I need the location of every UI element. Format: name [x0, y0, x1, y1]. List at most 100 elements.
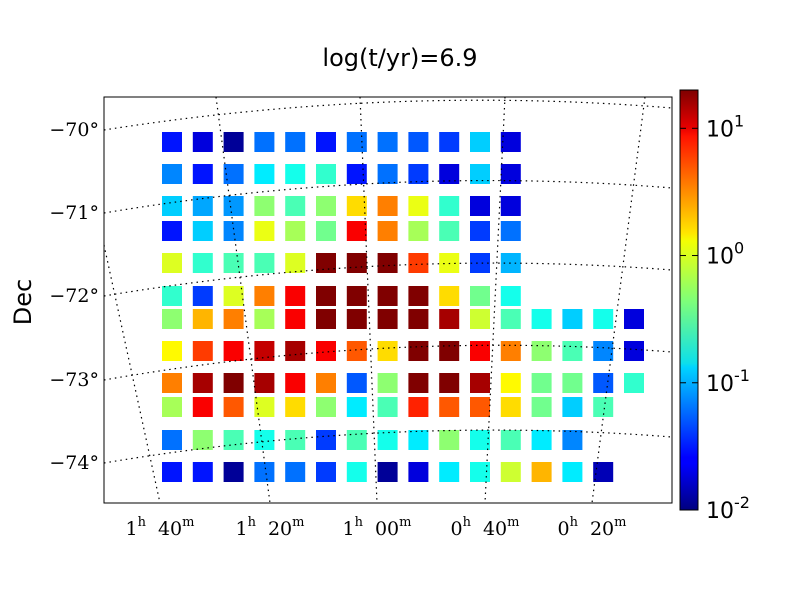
- heatmap-cell: [316, 373, 336, 393]
- heatmap-cell: [377, 430, 398, 450]
- ra-grid-line: [215, 96, 271, 504]
- heatmap-cell: [192, 196, 213, 216]
- dec-grid-line: [103, 99, 673, 131]
- colorbar-tick-label: 10-1: [706, 366, 750, 397]
- heatmap-cell: [531, 341, 552, 361]
- heatmap-cell: [285, 221, 306, 241]
- heatmap-cell: [223, 430, 244, 450]
- heatmap-cell: [470, 286, 490, 306]
- heatmap-cell: [285, 286, 306, 306]
- heatmap-cell: [223, 341, 244, 361]
- dec-grid-line: [103, 179, 673, 214]
- heatmap-cell: [500, 253, 521, 273]
- heatmap-cell: [192, 373, 213, 393]
- chart-title: log(t/yr)=6.9: [322, 44, 478, 72]
- heatmap-cell: [192, 286, 213, 306]
- heatmap-cell: [439, 286, 460, 306]
- heatmap-cell: [162, 462, 182, 482]
- heatmap-cell: [470, 253, 490, 273]
- heatmap-cell: [377, 341, 398, 361]
- heatmap-cell: [192, 309, 213, 329]
- heatmap-cell: [500, 397, 521, 417]
- heatmap-cell: [254, 373, 275, 393]
- heatmap-cell: [223, 373, 244, 393]
- heatmap-cell: [254, 132, 275, 152]
- heatmap-cell: [254, 462, 275, 482]
- heatmap-cell: [470, 373, 490, 393]
- heatmap-cell: [346, 164, 367, 184]
- heatmap-cell: [223, 309, 244, 329]
- heatmap-cell: [192, 253, 213, 273]
- heatmap-cell: [162, 132, 182, 152]
- heatmap-cell: [192, 221, 213, 241]
- heatmap-cell: [500, 221, 521, 241]
- heatmap-cell: [531, 373, 552, 393]
- heatmap-cell: [470, 397, 490, 417]
- heatmap-cell: [316, 309, 336, 329]
- heatmap-cell: [531, 397, 552, 417]
- heatmap-cell: [316, 286, 336, 306]
- heatmap-cell: [439, 430, 460, 450]
- heatmap-cell: [439, 462, 460, 482]
- heatmap-cell: [316, 341, 336, 361]
- plot-frame: [103, 96, 673, 504]
- heatmap-cell: [346, 430, 367, 450]
- y-tick-label: −71°: [49, 202, 99, 224]
- heatmap-cell: [254, 221, 275, 241]
- heatmap-cell: [223, 221, 244, 241]
- heatmap-cell: [346, 462, 367, 482]
- heatmap-cell: [162, 309, 182, 329]
- heatmap-cell: [500, 164, 521, 184]
- heatmap-cell: [254, 397, 275, 417]
- heatmap-cell: [254, 253, 275, 273]
- heatmap-cell: [470, 309, 490, 329]
- heatmap-cell: [254, 164, 275, 184]
- dec-grid-line: [103, 344, 673, 381]
- heatmap-cell: [223, 397, 244, 417]
- heatmap-cell: [254, 309, 275, 329]
- heatmap-cell: [408, 164, 429, 184]
- heatmap-cell: [254, 430, 275, 450]
- heatmap-cell: [346, 373, 367, 393]
- heatmap-cell: [316, 253, 336, 273]
- heatmap-cell: [162, 164, 182, 184]
- heatmap-cell: [223, 462, 244, 482]
- heatmap-cell: [408, 286, 429, 306]
- heatmap-cell: [439, 164, 460, 184]
- heatmap-cell: [562, 430, 583, 450]
- heatmap-cell: [500, 373, 521, 393]
- y-tick-label: −73°: [49, 369, 99, 391]
- dec-grid-line: [103, 429, 673, 464]
- heatmap-cell: [470, 221, 490, 241]
- heatmap-cell: [377, 221, 398, 241]
- x-tick-label: 0h 20m: [558, 515, 627, 540]
- colorbar-tick-label: 101: [706, 111, 744, 142]
- heatmap-cell: [624, 341, 644, 361]
- heatmap-cell: [285, 430, 306, 450]
- heatmap-cell: [162, 286, 182, 306]
- colorbar: [679, 89, 699, 511]
- heatmap-cell: [470, 341, 490, 361]
- heatmap-cell: [192, 164, 213, 184]
- heatmap-cell: [254, 286, 275, 306]
- heatmap-cell: [500, 286, 521, 306]
- heatmap-cell: [223, 286, 244, 306]
- heatmap-cell: [285, 341, 306, 361]
- y-tick-label: −70°: [49, 119, 99, 141]
- heatmap-cell: [377, 132, 398, 152]
- heatmap-cell: [192, 430, 213, 450]
- heatmap-cell: [470, 164, 490, 184]
- heatmap-cell: [285, 132, 306, 152]
- heatmap-cell: [377, 196, 398, 216]
- heatmap-cell: [346, 132, 367, 152]
- heatmap-cell: [316, 164, 336, 184]
- heatmap-cell: [470, 196, 490, 216]
- heatmap-cell: [285, 253, 306, 273]
- x-tick-label: 1h 40m: [126, 515, 195, 540]
- heatmap-cell: [254, 341, 275, 361]
- heatmap-cell: [162, 253, 182, 273]
- heatmap-cell: [439, 373, 460, 393]
- heatmap-cell: [408, 462, 429, 482]
- heatmap-cell: [285, 397, 306, 417]
